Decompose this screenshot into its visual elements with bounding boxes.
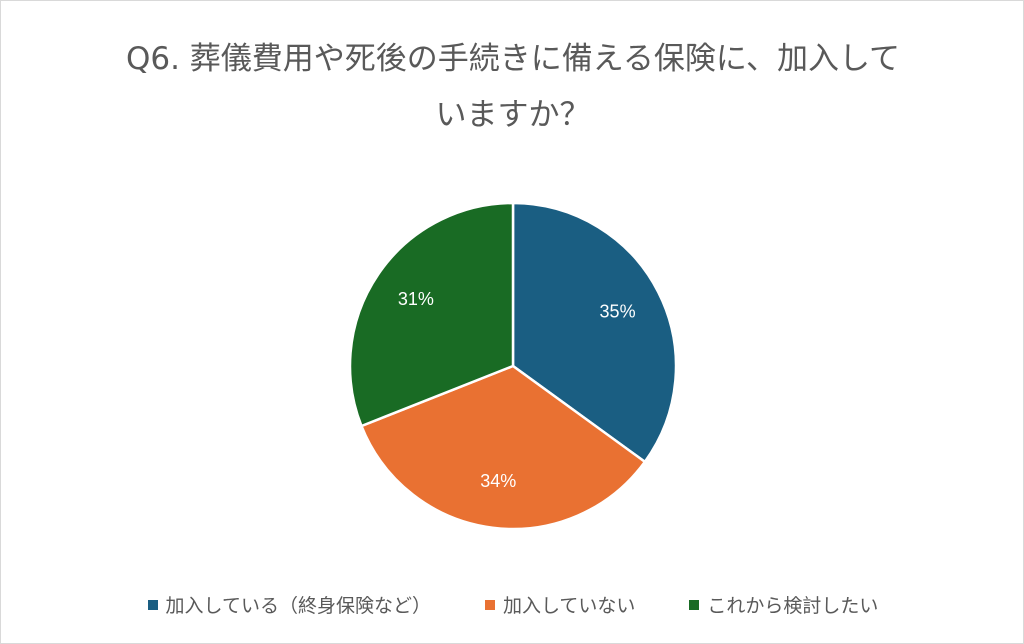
pie-slice-3 [348,201,515,428]
data-label-3: 31% [398,289,434,309]
pie-slice-2 [359,364,647,531]
data-label-1: 35% [600,301,636,321]
legend-swatch-2 [484,599,495,610]
legend-swatch-1 [147,599,158,610]
legend-item-2: 加入していない [484,591,636,618]
chart-title: Q6. 葬儀費用や死後の手続きに備える保険に、加入していますか？ [125,41,901,133]
legend-label-2: 加入していない [502,595,636,617]
legend-item-1: 加入している（終身保険など） [147,591,431,618]
pie-chart: 35% 34% 31% [348,201,678,531]
legend-item-3: これから検討したい [689,591,878,618]
legend-label-3: これから検討したい [707,595,879,617]
legend-label-1: 加入している（終身保険など） [165,595,431,617]
data-label-2: 34% [480,471,516,491]
legend-swatch-3 [689,599,700,610]
pie-slice-1 [511,201,678,464]
chart-legend: 加入している（終身保険など） 加入していない これから検討したい [1,591,1024,618]
